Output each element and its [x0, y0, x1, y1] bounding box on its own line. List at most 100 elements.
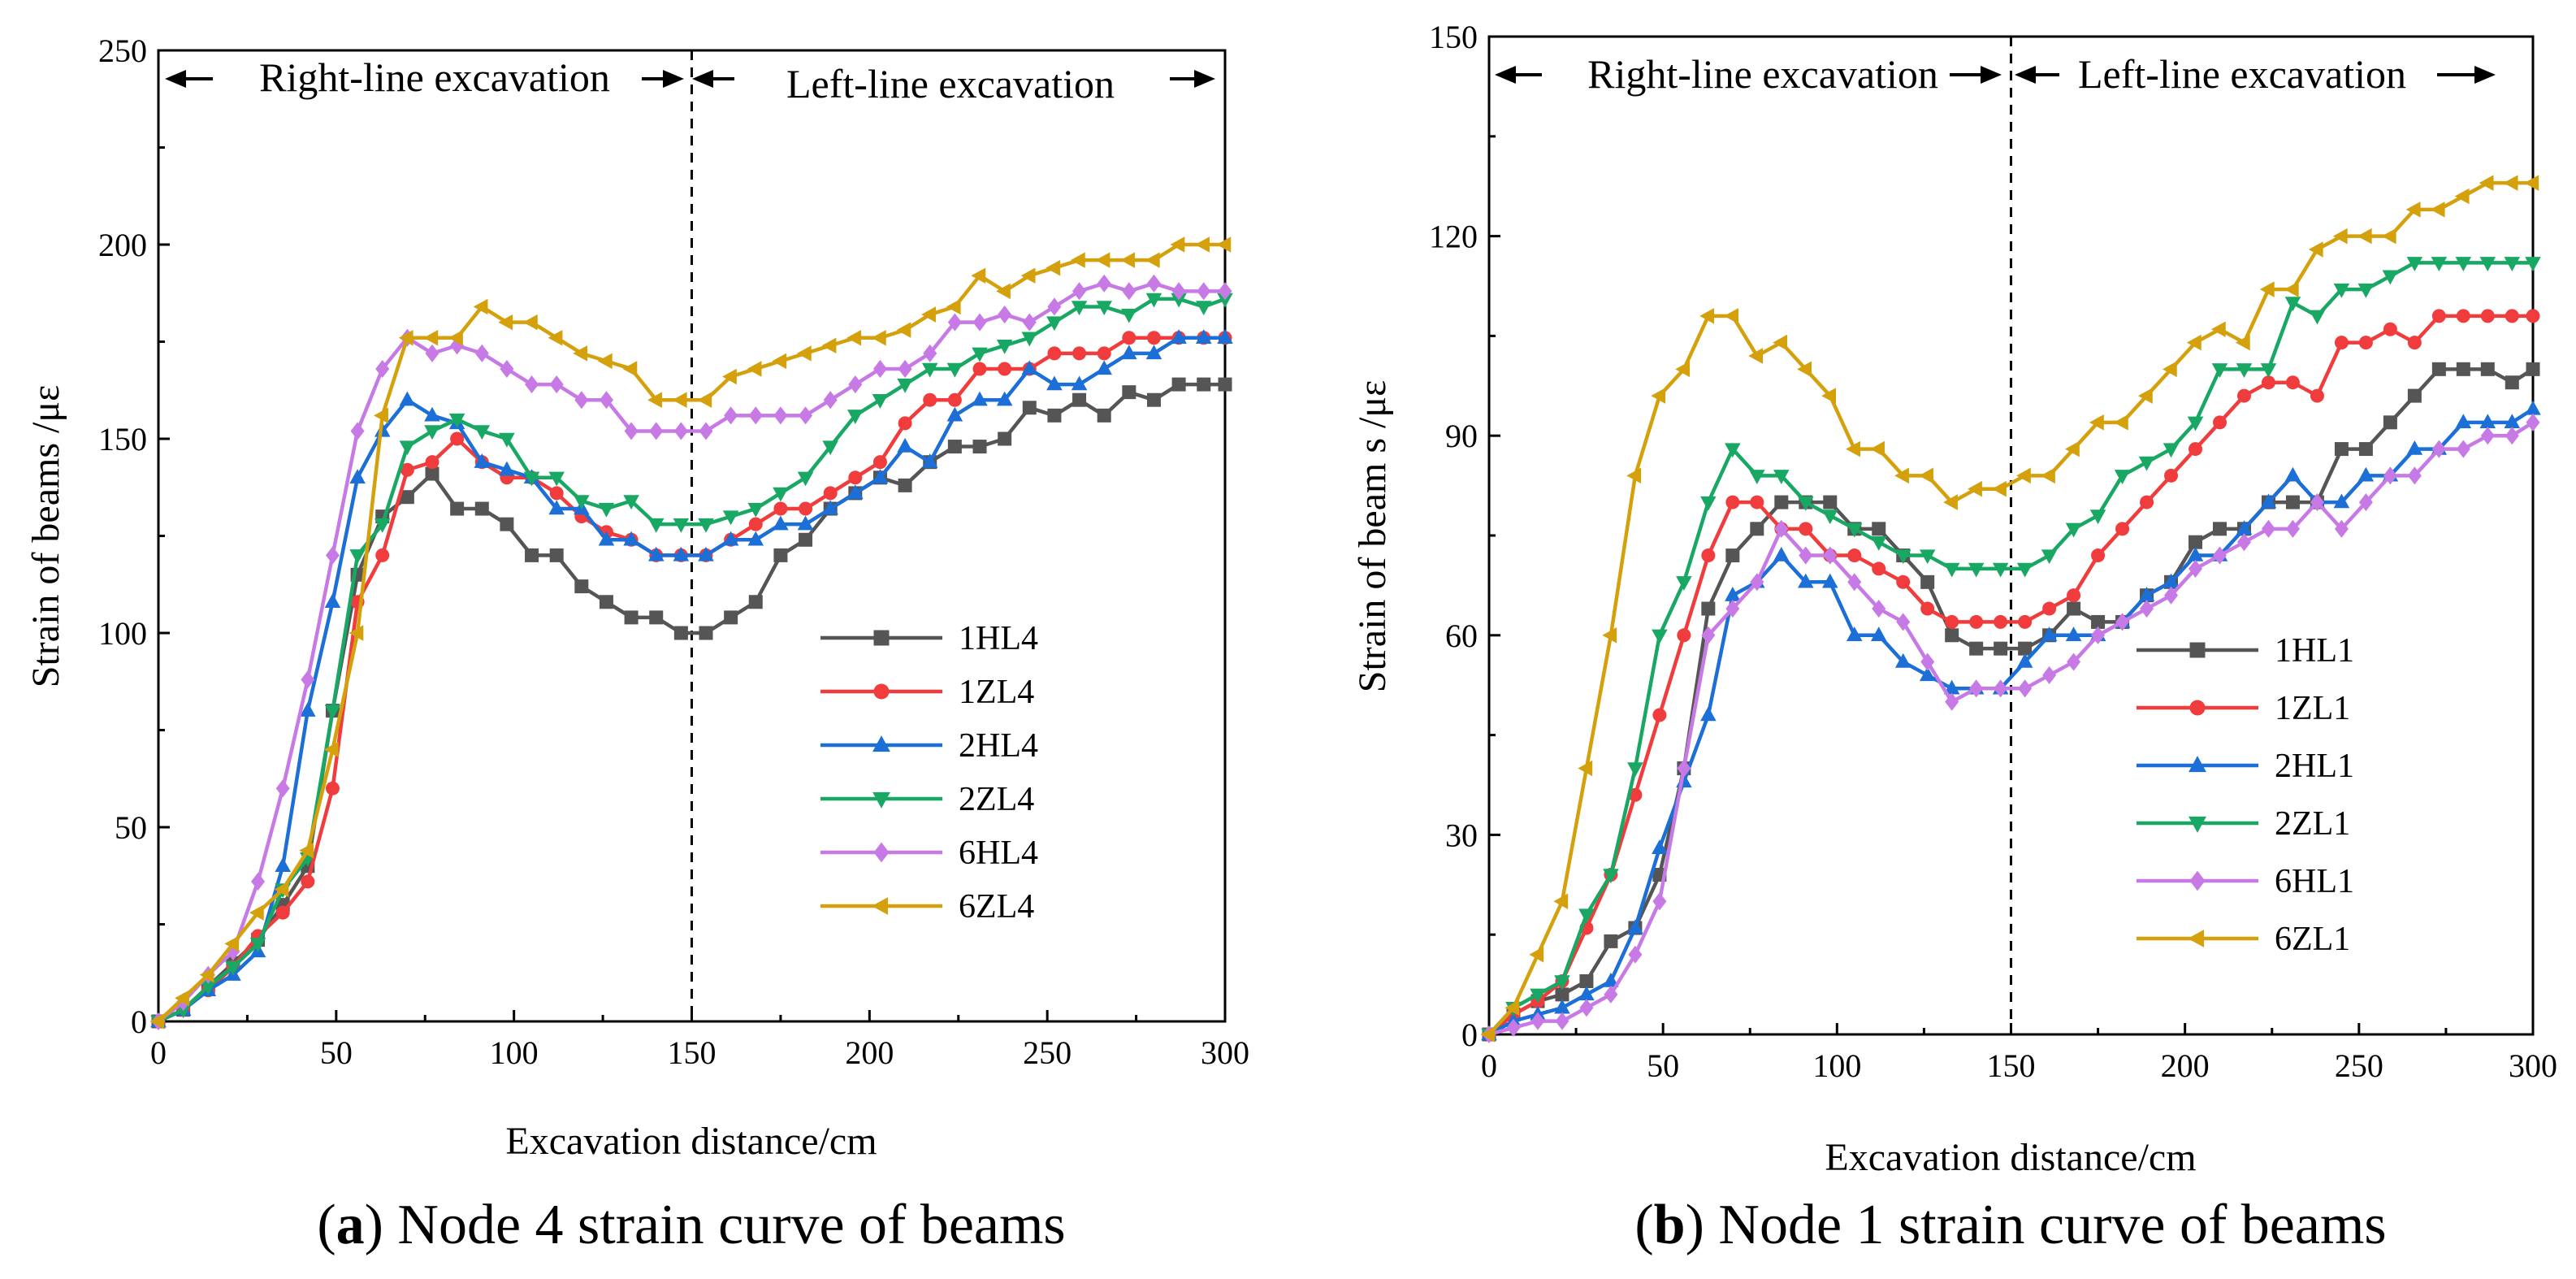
panel-b-series-6ZL1: [1480, 175, 2539, 1043]
panel-a-data-point-6ZL4: [548, 329, 563, 346]
panel-b-data-point-2ZL1: [2065, 522, 2082, 538]
panel-b-data-point-6HL1: [1896, 613, 1911, 631]
panel-a-data-point-1ZL4: [450, 431, 465, 446]
panel-b-data-point-6HL1: [1652, 892, 1667, 911]
panel-a-data-point-6HL4: [872, 359, 887, 379]
panel-a-data-point-1ZL4: [400, 462, 414, 477]
panel-a-data-point-6HL4: [799, 406, 813, 425]
panel-a-data-point-2ZL4: [474, 425, 491, 440]
panel-b-data-point-6HL1: [2285, 519, 2300, 538]
panel-a-data-point-6HL4: [748, 406, 763, 425]
panel-a-data-point-2HL4: [722, 531, 739, 546]
panel-b-data-point-2ZL1: [2431, 257, 2448, 271]
panel-b-y-tick-label: 150: [1429, 19, 1478, 55]
panel-b-data-point-6ZL1: [1919, 467, 1933, 484]
panel-b-annotations: Right-line excavation Left-line excavati…: [1495, 51, 2496, 97]
panel-b-data-point-2HL1: [1603, 972, 1619, 987]
panel-a-data-point-6ZL4: [1095, 252, 1110, 268]
panel-b-data-point-1ZL1: [1945, 614, 1959, 629]
panel-b-data-point-1HL1: [2505, 375, 2519, 390]
panel-a-data-point-6HL4: [923, 344, 937, 362]
panel-b-data-point-2ZL1: [1870, 535, 1887, 551]
panel-b-data-point-6ZL1: [2064, 440, 2080, 457]
panel-a-right-line-label: Right-line excavation: [259, 54, 610, 100]
panel-a-data-point-2HL4: [996, 391, 1013, 406]
panel-a-data-point-6ZL4: [821, 337, 837, 354]
panel-a-data-point-6HL4: [998, 305, 1012, 324]
panel-a-data-point-6HL4: [624, 422, 639, 440]
panel-a-data-point-2ZL4: [200, 980, 217, 995]
panel-b-data-point-2HL1: [1919, 666, 1936, 682]
panel-a-data-point-1HL4: [649, 610, 664, 625]
panel-a-legend-label-1ZL4: 1ZL4: [959, 674, 1034, 711]
panel-a-data-point-2ZL4: [399, 440, 416, 456]
panel-a-series-line-2HL4: [158, 336, 1225, 1024]
panel-b-right-line-label: Right-line excavation: [1587, 51, 1938, 97]
panel-b-data-point-2ZL1: [1943, 562, 1960, 578]
panel-b-legend-label-2ZL1: 2ZL1: [2275, 805, 2350, 843]
panel-b-data-point-2ZL1: [1700, 496, 1717, 511]
panel-b-data-point-6ZL1: [1602, 627, 1617, 644]
panel-b-x-tick-label: 300: [2509, 1047, 2557, 1084]
panel-a-data-point-2ZL4: [574, 495, 590, 510]
panel-b-data-point-1HL1: [1701, 601, 1716, 616]
panel-b-data-point-6ZL1: [2405, 202, 2421, 218]
panel-a-data-point-1ZL4: [848, 470, 863, 485]
panel-a-data-point-1HL4: [599, 595, 613, 609]
panel-b-data-point-1HL1: [1823, 495, 1838, 509]
panel-b-data-point-2ZL1: [1919, 549, 1936, 565]
panel-a-data-point-6ZL4: [1120, 252, 1136, 268]
panel-a-data-point-6ZL4: [573, 345, 588, 362]
panel-b-data-point-2ZL1: [2455, 257, 2472, 271]
panel-b-data-point-2ZL1: [2382, 270, 2399, 285]
panel-a-data-point-1HL4: [1197, 377, 1211, 392]
panel-b-data-point-2ZL1: [1652, 629, 1668, 644]
panel-b-data-point-6ZL1: [1870, 440, 1885, 457]
panel-a-data-point-1HL4: [425, 466, 439, 481]
panel-a-data-point-1ZL4: [947, 392, 962, 407]
panel-b-legend: 1HL1 1ZL1 2HL1 2ZL1 6HL1 6ZL1: [2137, 632, 2354, 958]
panel-b-data-point-2HL1: [2187, 546, 2204, 561]
panel-b-data-point-2HL1: [1846, 626, 1863, 642]
panel-a-data-point-2HL4: [972, 391, 988, 406]
panel-a-data-point-1ZL4: [972, 362, 987, 376]
panel-a-legend-label-6HL4: 6HL4: [959, 835, 1038, 872]
panel-a-data-point-6HL4: [549, 375, 564, 394]
panel-b-data-point-6ZL1: [1821, 388, 1836, 404]
panel-b-data-point-6HL1: [2407, 466, 2422, 485]
panel-b-data-point-1ZL1: [2505, 309, 2519, 323]
panel-b-legend-label-2HL1: 2HL1: [2275, 748, 2354, 785]
panel-b-data-point-6ZL1: [2524, 175, 2539, 191]
panel-b-data-point-2HL1: [2138, 587, 2155, 601]
panel-b-data-point-6ZL1: [2235, 334, 2250, 351]
panel-a-annotation-arrow-1: [165, 70, 213, 88]
panel-b-data-point-1HL1: [1872, 522, 1886, 536]
panel-b-data-point-2HL1: [2504, 414, 2521, 429]
panel-a-data-point-6ZL4: [697, 392, 712, 408]
panel-a-data-point-1ZL4: [823, 486, 838, 501]
panel-b-x-axis-title: Excavation distance/cm: [1825, 1136, 2196, 1179]
panel-a-data-point-2ZL4: [722, 510, 739, 526]
panel-b-data-point-6HL1: [2310, 493, 2324, 512]
panel-a-data-point-2ZL4: [523, 471, 540, 487]
panel-a-data-point-6ZL4: [522, 314, 538, 331]
panel-a-data-point-1ZL4: [773, 501, 788, 516]
panel-b-y-tick-label: 30: [1445, 817, 1478, 853]
panel-b-legend-label-1HL1: 1HL1: [2275, 632, 2354, 670]
panel-a-data-point-1ZL4: [425, 455, 439, 470]
panel-b-data-point-2ZL1: [1554, 975, 1570, 991]
panel-a-data-point-2HL4: [698, 546, 714, 561]
panel-b-y-tick-label: 60: [1445, 618, 1478, 654]
panel-a-data-point-1HL4: [673, 626, 688, 640]
panel-a-data-point-1HL4: [898, 478, 912, 492]
panel-b-legend-marker-6HL1: [2189, 870, 2206, 891]
panel-b-annotation-arrow-4-head: [2474, 66, 2496, 84]
panel-b-data-point-2HL1: [1578, 986, 1595, 1001]
panel-b-data-point-6HL1: [1604, 985, 1618, 1004]
panel-a-data-point-2HL4: [1021, 360, 1038, 375]
panel-a-data-point-6ZL4: [647, 392, 662, 408]
panel-b-annotation-arrow-3-head: [2015, 66, 2036, 84]
panel-a-x-tick-label: 200: [845, 1034, 894, 1071]
panel-b-data-point-6ZL1: [2016, 467, 2031, 484]
panel-b-data-point-6HL1: [2261, 519, 2275, 538]
